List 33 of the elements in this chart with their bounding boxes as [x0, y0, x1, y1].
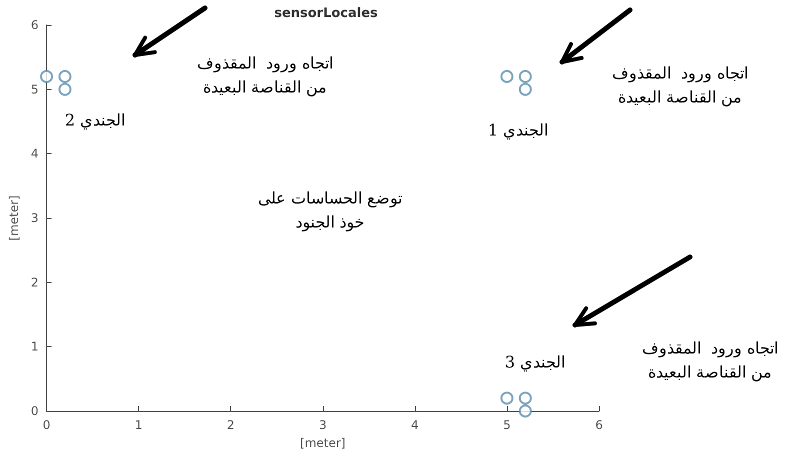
text: اتجاه ورود المقذوف من القناصة البعيدة	[612, 64, 748, 106]
y-axis-title: [meter]	[7, 195, 21, 241]
y-tick-label: 6	[30, 18, 39, 32]
y-tick-label: 2	[30, 275, 39, 290]
point	[500, 70, 514, 83]
point	[518, 404, 532, 418]
x-tick-label: 5	[503, 418, 511, 432]
annotation: اتجاه ورود المقذوف من القناصة البعيدة	[196, 54, 334, 96]
x-tick-label: 2	[226, 418, 235, 432]
point	[500, 392, 514, 405]
y-tick-label: 4	[30, 146, 39, 161]
y-tick-label: 0	[30, 404, 39, 418]
point	[518, 82, 532, 96]
y-tick-label: 1	[30, 340, 39, 354]
x-tick-label: 1	[134, 418, 142, 432]
text: اتجاه ورود المقذوف من القناصة البعيدة	[642, 338, 778, 382]
point	[58, 82, 72, 96]
annotation: توضع الحساسات على خوذ الجنود	[258, 188, 402, 232]
x-tick-label: 4	[411, 418, 419, 432]
y-tick-label: 3	[30, 211, 39, 225]
annotation: الجندي 2	[64, 110, 126, 130]
x-tick-label: 6	[595, 418, 603, 432]
y-tick-label: 5	[30, 82, 39, 96]
point	[518, 392, 532, 405]
annotation: الجندي 1	[488, 120, 548, 140]
point	[40, 70, 54, 83]
annotation: الجندي 3	[504, 352, 566, 372]
point	[58, 70, 72, 83]
chart-title: sensorLocales	[274, 6, 378, 21]
x-tick-label: 0	[42, 418, 50, 432]
x-tick-label: 3	[318, 418, 327, 432]
x-axis-title: [meter]	[300, 436, 346, 450]
point	[518, 70, 532, 83]
